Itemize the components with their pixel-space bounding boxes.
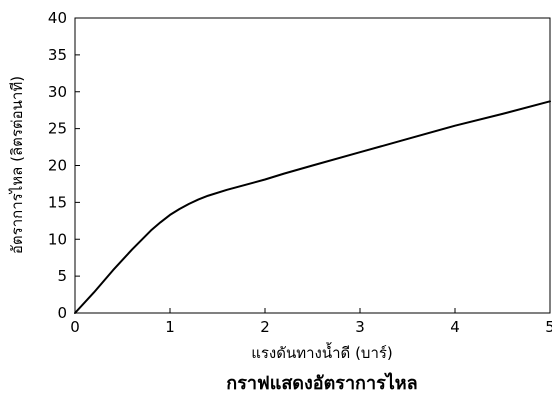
y-tick-label: 5 xyxy=(57,267,67,285)
y-tick-label: 15 xyxy=(48,193,67,211)
x-tick-label: 0 xyxy=(70,318,80,336)
x-tick-label: 4 xyxy=(450,318,460,336)
x-tick-label: 5 xyxy=(545,318,552,336)
x-tick-label: 1 xyxy=(165,318,175,336)
y-axis-ticks: 0 5 10 15 20 25 30 35 40 xyxy=(48,9,80,322)
y-tick-label: 40 xyxy=(48,9,67,27)
y-tick-label: 25 xyxy=(48,120,67,138)
x-tick-label: 2 xyxy=(260,318,270,336)
y-tick-label: 10 xyxy=(48,230,67,248)
chart-title: กราฟแสดงอัตราการไหล xyxy=(226,372,417,394)
y-tick-label: 20 xyxy=(48,157,67,175)
x-axis-ticks: 0 1 2 3 4 5 xyxy=(70,308,552,336)
y-tick-label: 30 xyxy=(48,83,67,101)
y-tick-label: 0 xyxy=(57,304,67,322)
y-axis-label: อัตราการไหล (ลิตรต่อนาที) xyxy=(8,76,26,254)
series-layer xyxy=(74,100,551,314)
series-line-0 xyxy=(74,100,551,314)
x-axis-label: แรงดันทางน้ำดี (บาร์) xyxy=(251,342,393,362)
x-tick-label: 3 xyxy=(355,318,365,336)
y-tick-label: 35 xyxy=(48,46,67,64)
